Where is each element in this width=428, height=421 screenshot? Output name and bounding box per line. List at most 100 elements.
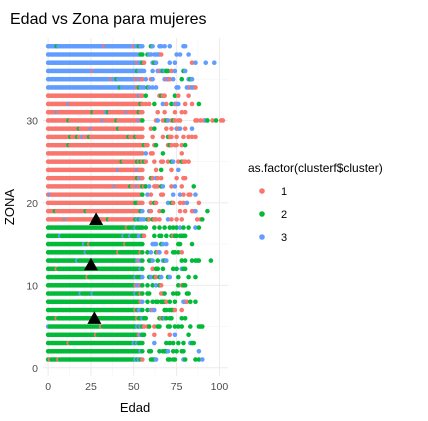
data-point bbox=[158, 43, 164, 49]
data-point bbox=[145, 283, 150, 288]
data-point bbox=[155, 118, 161, 123]
data-point bbox=[182, 43, 188, 49]
data-point bbox=[153, 217, 159, 222]
data-point bbox=[140, 109, 145, 115]
data-point bbox=[170, 192, 176, 197]
data-point bbox=[160, 208, 166, 214]
data-point bbox=[152, 332, 157, 338]
data-point bbox=[141, 324, 147, 329]
data-point bbox=[176, 101, 181, 107]
data-point bbox=[213, 118, 219, 123]
data-point bbox=[152, 233, 157, 239]
data-point bbox=[176, 93, 181, 99]
data-point bbox=[182, 258, 188, 263]
data-point bbox=[141, 332, 147, 338]
data-point bbox=[140, 118, 145, 123]
centroid-triangle bbox=[83, 257, 98, 271]
data-point bbox=[165, 200, 171, 206]
data-point bbox=[143, 93, 149, 99]
data-point bbox=[164, 101, 169, 107]
data-point bbox=[146, 217, 152, 222]
data-point bbox=[145, 250, 150, 255]
data-point bbox=[176, 291, 181, 296]
data-point bbox=[140, 126, 145, 131]
data-point bbox=[172, 68, 178, 74]
data-point bbox=[179, 184, 185, 189]
data-point bbox=[205, 118, 210, 123]
data-point bbox=[200, 324, 205, 329]
data-point bbox=[176, 340, 181, 346]
data-point bbox=[196, 200, 202, 206]
data-point bbox=[196, 101, 202, 107]
data-point bbox=[170, 291, 176, 296]
data-point bbox=[193, 208, 198, 214]
legend: as.factor(clusterf$cluster) 1 2 3 bbox=[248, 161, 383, 244]
data-point bbox=[143, 315, 149, 321]
data-point bbox=[150, 258, 155, 263]
data-point bbox=[140, 93, 145, 99]
data-point bbox=[141, 217, 147, 222]
legend-label: 3 bbox=[281, 232, 287, 244]
data-point bbox=[186, 225, 191, 230]
data-point bbox=[169, 142, 174, 148]
data-point bbox=[140, 43, 145, 49]
data-point bbox=[177, 52, 183, 57]
data-point bbox=[140, 225, 145, 230]
data-point bbox=[186, 274, 191, 280]
data-point bbox=[140, 291, 145, 296]
data-point bbox=[169, 126, 174, 131]
data-point bbox=[148, 192, 154, 197]
data-point bbox=[193, 225, 198, 230]
data-point bbox=[182, 175, 188, 181]
data-point bbox=[174, 142, 179, 148]
data-point bbox=[145, 142, 150, 148]
data-point bbox=[153, 167, 159, 173]
legend-label: 1 bbox=[281, 186, 287, 198]
data-point bbox=[155, 266, 161, 272]
data-point bbox=[172, 307, 178, 313]
data-point bbox=[143, 101, 149, 107]
data-point bbox=[169, 101, 174, 107]
data-point bbox=[193, 357, 198, 362]
legend-key bbox=[259, 234, 265, 240]
data-point bbox=[182, 266, 188, 272]
x-axis-title: Edad bbox=[120, 400, 150, 415]
data-point bbox=[153, 85, 159, 90]
data-point bbox=[179, 109, 185, 115]
data-point bbox=[169, 217, 174, 222]
data-point bbox=[165, 348, 171, 354]
data-point bbox=[140, 192, 145, 197]
data-point bbox=[157, 348, 162, 354]
data-point bbox=[141, 60, 147, 66]
data-point bbox=[165, 68, 171, 74]
data-point bbox=[160, 184, 166, 189]
data-point bbox=[167, 43, 173, 49]
data-point bbox=[170, 159, 176, 164]
data-point bbox=[145, 307, 150, 313]
data-point bbox=[169, 167, 174, 173]
data-point bbox=[172, 93, 178, 99]
data-point bbox=[164, 315, 169, 321]
data-point bbox=[191, 184, 197, 189]
data-point bbox=[176, 250, 181, 255]
data-point bbox=[164, 241, 169, 247]
data-point bbox=[172, 60, 178, 66]
data-point bbox=[157, 208, 162, 214]
data-point bbox=[167, 60, 173, 66]
data-point bbox=[174, 348, 179, 354]
data-point bbox=[181, 134, 186, 140]
data-point bbox=[169, 184, 174, 189]
data-point bbox=[186, 52, 191, 57]
data-point bbox=[148, 208, 154, 214]
data-point bbox=[179, 258, 185, 263]
data-point bbox=[177, 200, 183, 206]
data-point bbox=[170, 266, 176, 272]
data-point bbox=[193, 274, 198, 280]
data-point bbox=[140, 274, 145, 280]
data-points bbox=[45, 43, 226, 362]
centroid-markers bbox=[83, 212, 104, 324]
data-point bbox=[167, 357, 173, 362]
data-point bbox=[176, 283, 181, 288]
data-point bbox=[152, 307, 157, 313]
